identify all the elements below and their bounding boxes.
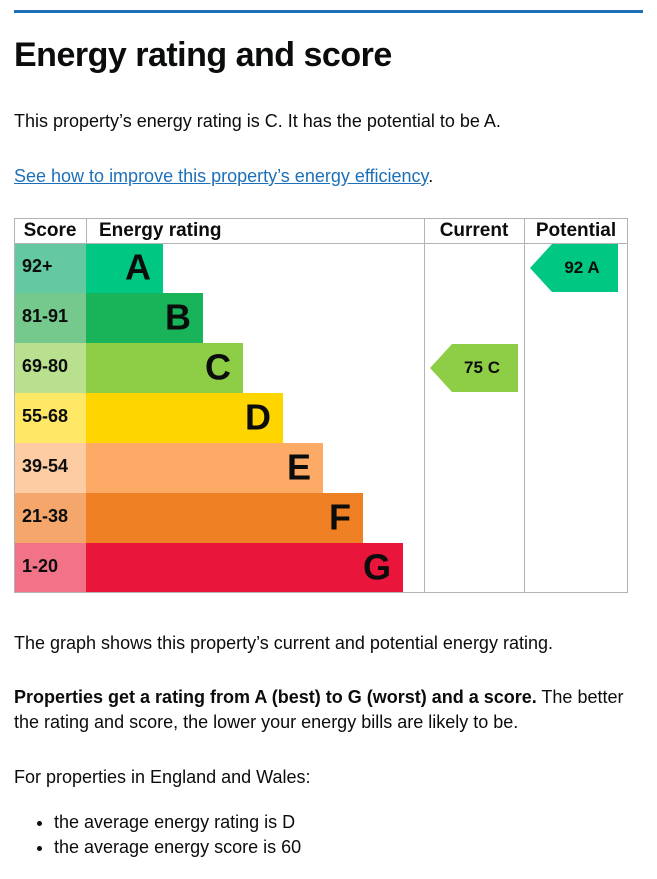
top-rule xyxy=(14,10,643,13)
rating-letter: B xyxy=(165,297,191,338)
score-cell xyxy=(14,493,86,543)
current-score: 75 xyxy=(464,358,483,377)
average-item: the average energy rating is D xyxy=(54,810,301,835)
rating-bar xyxy=(86,293,203,343)
average-item: the average energy score is 60 xyxy=(54,835,301,860)
explanation-bold: Properties get a rating from A (best) to… xyxy=(14,687,537,707)
improve-link[interactable]: See how to improve this property’s energ… xyxy=(14,166,429,186)
score-range: 55-68 xyxy=(22,406,68,426)
explanation-text: The better the rating and score, the low… xyxy=(14,687,624,732)
intro: This property’s energy rating is C. It h… xyxy=(14,111,501,131)
column-header: Energy rating xyxy=(99,220,221,241)
column-header: Potential xyxy=(536,220,616,241)
score-range: 21-38 xyxy=(22,506,68,526)
score-range: 1-20 xyxy=(22,556,58,576)
score-range: 39-54 xyxy=(22,456,68,476)
score-cell xyxy=(14,443,86,493)
potential-score: 92 xyxy=(564,258,583,277)
rating-letter: A xyxy=(125,247,151,288)
rating-bar xyxy=(86,493,363,543)
score-range: 69-80 xyxy=(22,356,68,376)
score-range: 81-91 xyxy=(22,306,68,326)
rating-letter: F xyxy=(329,497,351,538)
averages-list: the average energy rating is Dthe averag… xyxy=(14,810,301,860)
link-after: . xyxy=(428,166,434,186)
potential-arrow xyxy=(530,244,618,292)
score-cell xyxy=(14,393,86,443)
rating-bar xyxy=(86,443,323,493)
score-range: 92+ xyxy=(22,256,53,276)
potential-label: 92 A xyxy=(564,258,599,277)
rating-bar xyxy=(86,393,283,443)
column-header: Current xyxy=(440,220,509,241)
rating-bar xyxy=(86,543,403,593)
current-label: 75 C xyxy=(464,358,500,377)
heading: Energy rating and score xyxy=(14,36,392,74)
graph-note: The graph shows this property’s current … xyxy=(14,633,553,653)
score-cell xyxy=(14,543,86,593)
column-header: Score xyxy=(24,220,77,241)
score-cell xyxy=(14,343,86,393)
rating-bar xyxy=(86,343,243,393)
current-arrow xyxy=(430,344,518,392)
rating-chart: Score Energy rating Current Potential 92+ A 81… xyxy=(14,218,628,593)
rating-letter: C xyxy=(205,347,231,388)
rating-letter: D xyxy=(245,397,271,438)
explanation: Properties get a rating from A (best) to… xyxy=(14,685,634,735)
potential-letter: A xyxy=(587,258,599,277)
current-letter: C xyxy=(488,358,500,377)
link-line: See how to improve this property’s energ… xyxy=(14,164,634,189)
score-cell xyxy=(14,293,86,343)
averages-intro: For properties in England and Wales: xyxy=(14,767,311,787)
score-cell xyxy=(14,243,86,293)
rating-letter: E xyxy=(287,447,311,488)
table-border xyxy=(14,218,628,593)
rating-bar xyxy=(86,243,163,293)
rating-letter: G xyxy=(363,547,391,588)
